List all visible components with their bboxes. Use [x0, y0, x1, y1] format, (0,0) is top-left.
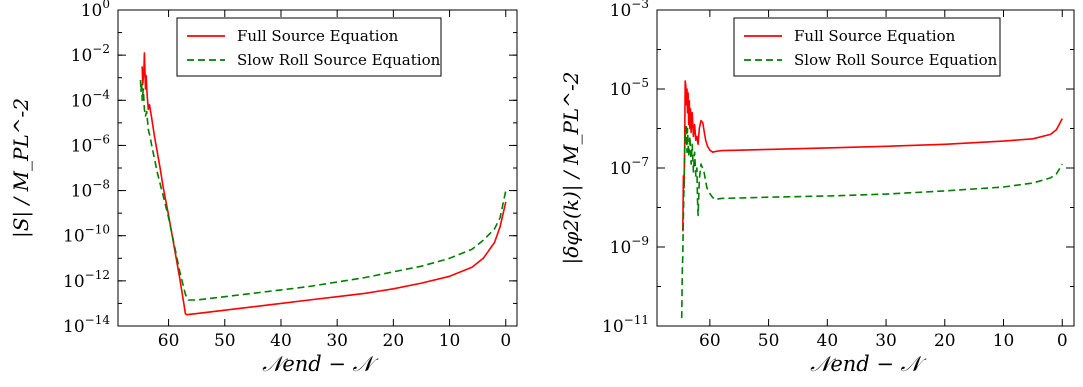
- x-axis-label: 𝒩end − 𝒩: [810, 352, 926, 376]
- legend: Full Source Equation Slow Roll Source Equ…: [733, 17, 1001, 77]
- x-tick-label: 60: [699, 331, 721, 351]
- chart-2: 60 50 40 30 20 10 0 10−11 10−9 10−7 10−5 10−3 𝒩end −…: [559, 0, 1075, 376]
- x-tick-label: 30: [875, 331, 897, 351]
- y-tick-label: 10−10: [63, 223, 110, 247]
- y-tick-label: 10−8: [71, 178, 110, 202]
- x-tick-label: 0: [1057, 331, 1068, 351]
- legend-label: Slow Roll Source Equation: [237, 51, 441, 69]
- x-tick-label: 30: [326, 331, 348, 351]
- y-tick-label: 10−5: [610, 76, 649, 100]
- legend: Full Source Equation Slow Roll Source Equ…: [176, 17, 442, 77]
- x-tick-label: 20: [934, 331, 956, 351]
- y-axis-label: |S| / M_PL^-2: [9, 98, 34, 238]
- series-line-full-source: [682, 80, 1064, 232]
- y-tick-label: 10−9: [610, 234, 649, 258]
- x-tick-label: 10: [993, 331, 1015, 351]
- y-tick-label: 10−4: [71, 87, 111, 111]
- x-tick-label: 40: [270, 331, 292, 351]
- x-tick-label: 10: [439, 331, 461, 351]
- x-tick-label: 40: [817, 331, 839, 351]
- y-axis-label: |δφ2(k)| / M_PL^-2: [559, 72, 584, 265]
- legend-box: [176, 17, 442, 77]
- y-tick-label: 10−12: [63, 268, 110, 292]
- series-line-slow-roll-source: [680, 123, 1063, 319]
- legend-box: [733, 17, 1001, 77]
- y-tick-label: 100: [81, 0, 110, 21]
- series-line-slow-roll-source: [139, 79, 507, 301]
- y-tick-label: 10−14: [63, 313, 110, 337]
- legend-label: Slow Roll Source Equation: [794, 51, 998, 69]
- legend-label: Full Source Equation: [794, 27, 956, 45]
- x-tick-label: 50: [214, 331, 236, 351]
- y-tick-label: 10−7: [610, 155, 649, 179]
- y-tick-label: 10−6: [71, 132, 110, 156]
- y-tick-label: 10−2: [71, 42, 110, 66]
- y-tick-label: 10−11: [602, 313, 649, 337]
- x-tick-label: 50: [758, 331, 780, 351]
- x-axis-label: 𝒩end − 𝒩: [262, 352, 378, 376]
- series-line-full-source: [141, 52, 507, 316]
- x-tick-label: 20: [383, 331, 405, 351]
- chart-1: 60 50 40 30 20 10 010−1410−1210−1010−810−610−4…: [9, 0, 518, 376]
- legend-label: Full Source Equation: [237, 27, 399, 45]
- y-tick-label: 10−3: [610, 0, 649, 21]
- x-tick-label: 0: [500, 331, 511, 351]
- x-tick-label: 60: [158, 331, 180, 351]
